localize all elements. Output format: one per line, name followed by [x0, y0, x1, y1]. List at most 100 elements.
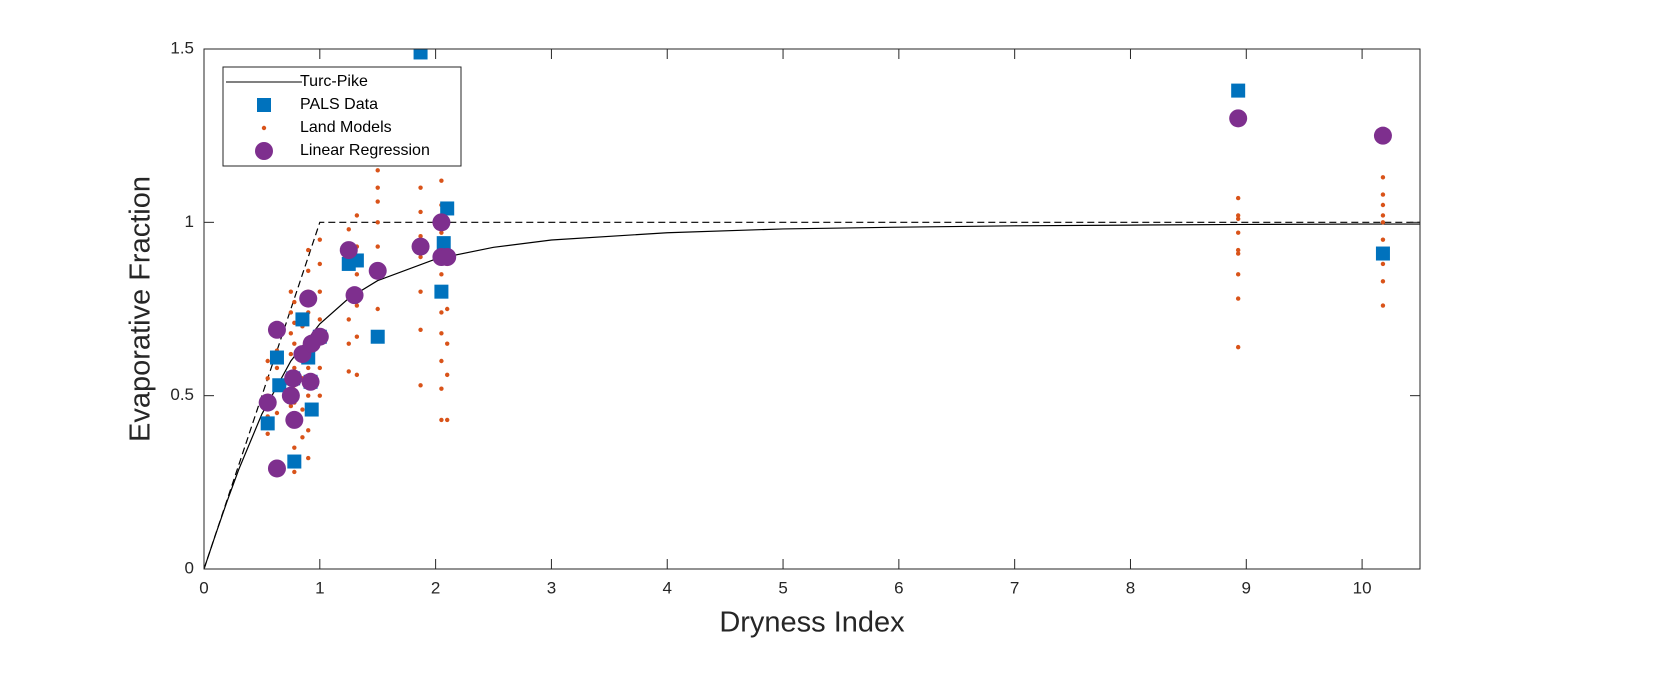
- dot-marker: [375, 220, 380, 225]
- dot-marker: [445, 341, 450, 346]
- dot-marker: [317, 317, 323, 322]
- dot-marker: [317, 289, 323, 294]
- dot-marker: [261, 125, 267, 131]
- square-marker: [257, 98, 271, 112]
- dot-marker: [265, 431, 270, 436]
- circle-marker: [267, 320, 286, 339]
- dot-marker: [418, 209, 423, 215]
- x-tick-label: 8: [1126, 578, 1135, 597]
- square-marker: [260, 416, 275, 431]
- dot-marker: [375, 168, 380, 173]
- y-axis-label: Evaporative Fraction: [125, 176, 157, 442]
- dot-marker: [418, 383, 423, 388]
- plot-marks: [204, 49, 1420, 569]
- x-tick-label: 6: [894, 578, 903, 597]
- dot-marker: [300, 435, 305, 440]
- circle-marker: [345, 286, 364, 305]
- dot-marker: [1380, 303, 1386, 308]
- x-tick-label: 4: [663, 578, 672, 597]
- dot-marker: [354, 303, 360, 308]
- legend-label: Land Models: [300, 119, 392, 136]
- dot-marker: [292, 341, 297, 346]
- dot-marker: [445, 306, 450, 312]
- x-tick-label: 5: [778, 578, 787, 597]
- legend-label: Linear Regression: [300, 142, 430, 159]
- dot-marker: [439, 310, 444, 315]
- dot-marker: [306, 428, 311, 433]
- circle-marker: [281, 386, 300, 405]
- y-tick-label: 0.5: [170, 385, 194, 404]
- circle-marker: [1373, 126, 1392, 145]
- line-series: [204, 221, 1420, 569]
- dot-marker: [1235, 251, 1241, 256]
- circle-marker: [432, 213, 451, 232]
- dot-marker: [1235, 230, 1241, 235]
- dot-marker: [1235, 272, 1241, 277]
- dot-marker: [1235, 195, 1241, 201]
- dot-marker: [439, 417, 444, 423]
- dot-marker: [288, 403, 294, 409]
- square-marker: [370, 329, 385, 344]
- dot-marker: [1235, 296, 1241, 301]
- x-tick-label: 10: [1353, 578, 1372, 597]
- dot-marker: [375, 306, 380, 312]
- dot-marker: [306, 455, 311, 461]
- dot-marker: [375, 199, 380, 204]
- circle-marker: [299, 289, 318, 308]
- dot-marker: [346, 317, 351, 322]
- dot-marker: [306, 393, 311, 398]
- square-marker: [269, 350, 284, 365]
- legend-label: Turc-Pike: [300, 73, 368, 90]
- square-marker: [1375, 246, 1390, 261]
- circle-marker: [255, 142, 273, 160]
- dot-marker: [1235, 247, 1241, 253]
- x-tick-label: 2: [431, 578, 440, 597]
- dot-marker: [288, 331, 294, 336]
- dot-marker: [317, 237, 323, 242]
- dot-marker: [1380, 279, 1386, 284]
- x-tick-label: 9: [1242, 578, 1251, 597]
- dot-marker: [346, 341, 351, 346]
- dot-marker: [317, 393, 323, 398]
- circle-marker: [339, 241, 358, 260]
- y-tick-label: 1: [185, 212, 194, 231]
- dot-marker: [1235, 344, 1241, 350]
- dot-marker: [375, 244, 380, 249]
- dot-marker: [292, 445, 297, 450]
- circle-marker: [1229, 109, 1248, 128]
- circle-marker: [310, 327, 329, 346]
- circle-marker: [301, 372, 320, 391]
- dot-marker: [265, 376, 270, 381]
- dot-marker: [354, 213, 360, 218]
- dot-marker: [439, 386, 444, 391]
- square-marker: [436, 236, 451, 251]
- x-tick-label: 7: [1010, 578, 1019, 597]
- dot-marker: [439, 358, 444, 364]
- dot-marker: [1380, 237, 1386, 242]
- dot-marker: [306, 268, 311, 274]
- dot-marker: [1380, 192, 1386, 197]
- line-series: [204, 223, 1420, 569]
- x-tick-label: 1: [315, 578, 324, 597]
- dot-marker: [300, 407, 305, 412]
- legend: Turc-Pike PALS Data Land Models Linear Regr…: [222, 66, 462, 167]
- dot-marker: [346, 227, 351, 232]
- dot-marker: [354, 272, 360, 277]
- dot-marker: [375, 185, 380, 190]
- dot-marker: [1380, 213, 1386, 218]
- dot-marker: [288, 289, 294, 294]
- square-marker: [413, 49, 428, 60]
- dot-marker: [439, 230, 444, 235]
- dot-marker: [288, 351, 294, 357]
- dot-marker: [1380, 202, 1386, 208]
- dot-marker: [418, 234, 423, 239]
- dot-marker: [288, 310, 294, 315]
- square-marker: [272, 378, 287, 393]
- dot-marker: [1235, 216, 1241, 222]
- square-marker: [434, 284, 449, 299]
- circle-marker: [284, 369, 303, 388]
- dot-marker: [265, 358, 270, 364]
- circle-marker: [411, 237, 430, 256]
- dot-marker: [418, 185, 423, 190]
